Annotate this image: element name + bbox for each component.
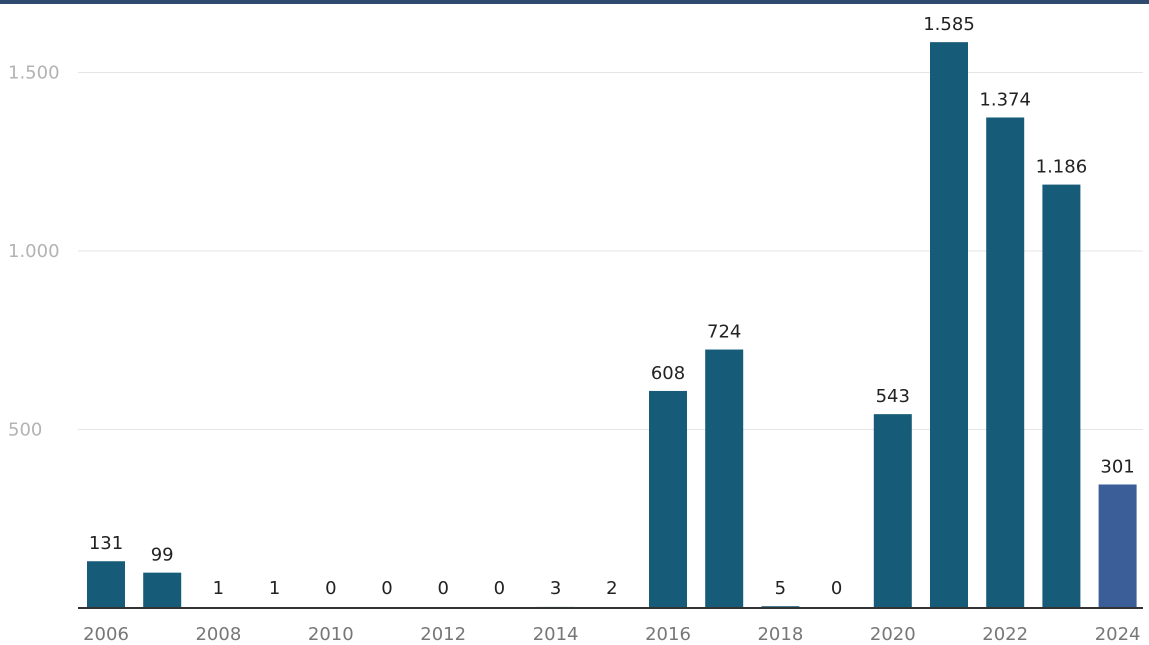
x-axis-ticks: 2006 2008 2010 2012 2014 2016 2018 2020 2022 2024 (83, 624, 1140, 645)
data-label: 608 (651, 363, 685, 384)
bar (1098, 484, 1137, 608)
bar (87, 561, 125, 608)
x-tick-label: 2024 (1095, 624, 1141, 645)
data-label: 5 (775, 578, 786, 599)
x-tick-label: 2022 (982, 624, 1028, 645)
data-label: 1.374 (979, 89, 1031, 110)
data-label: 99 (151, 545, 174, 566)
x-tick-label: 2008 (195, 624, 241, 645)
data-label: 1.585 (923, 14, 975, 35)
data-label: 0 (437, 578, 448, 599)
data-label: 0 (381, 578, 392, 599)
bar (705, 349, 744, 608)
bar (649, 390, 687, 608)
bars (87, 42, 1137, 609)
x-tick-label: 2020 (870, 624, 916, 645)
x-tick-label: 2006 (83, 624, 129, 645)
data-label: 301 (1100, 456, 1134, 477)
bar (1042, 184, 1081, 608)
y-axis-ticks: 500 1.000 1.500 (8, 63, 60, 441)
data-label: 0 (494, 578, 505, 599)
x-tick-label: 2012 (420, 624, 466, 645)
data-label: 0 (325, 578, 336, 599)
data-label: 1 (269, 578, 280, 599)
data-label: 543 (876, 386, 910, 407)
data-label: 2 (606, 578, 617, 599)
x-tick-label: 2010 (308, 624, 354, 645)
bar (986, 117, 1025, 609)
bar (143, 572, 182, 608)
data-label: 0 (831, 578, 842, 599)
data-label: 724 (707, 322, 741, 343)
x-tick-label: 2014 (533, 624, 579, 645)
data-labels: 131 99 1 1 0 0 0 0 3 2 608 724 5 0 543 1.585 1.374 1.186 3… (89, 14, 1135, 599)
bar (873, 414, 912, 608)
top-rule (0, 0, 1149, 4)
x-tick-label: 2016 (645, 624, 691, 645)
y-tick-label: 500 (8, 420, 42, 441)
grid-lines (78, 72, 1143, 430)
y-tick-label: 1.500 (8, 63, 60, 84)
y-tick-label: 1.000 (8, 241, 60, 262)
data-label: 1.186 (1036, 157, 1088, 178)
data-label: 131 (89, 533, 123, 554)
data-label: 3 (550, 578, 561, 599)
x-tick-label: 2018 (757, 624, 803, 645)
data-label: 1 (213, 578, 224, 599)
bar (930, 42, 968, 608)
